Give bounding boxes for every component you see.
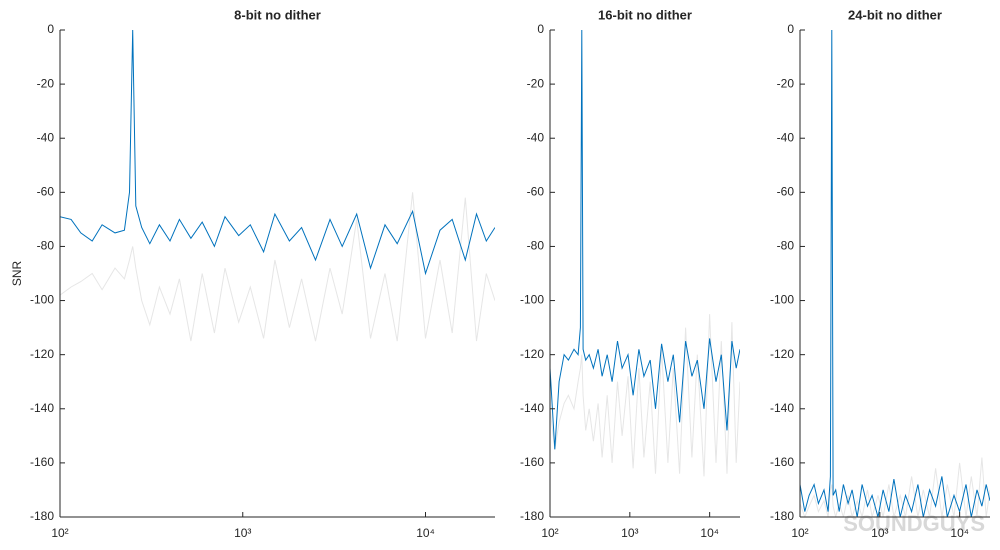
chart-title: 16-bit no dither (598, 7, 692, 22)
y-tick-label: -100 (30, 293, 54, 307)
x-tick-label: 10⁴ (950, 526, 969, 540)
x-tick-label: 10³ (234, 526, 251, 540)
series-line (550, 30, 740, 450)
y-tick-label: -20 (37, 76, 55, 90)
y-tick-label: -80 (777, 239, 795, 253)
y-tick-label: -140 (30, 401, 54, 415)
y-tick-label: -160 (30, 455, 54, 469)
y-tick-label: -140 (770, 401, 794, 415)
y-tick-label: 0 (537, 22, 544, 36)
plot-area (60, 30, 495, 342)
y-tick-label: -20 (527, 76, 545, 90)
y-tick-label: -60 (777, 185, 795, 199)
x-tick-label: 10² (791, 526, 808, 540)
x-tick-label: 10³ (621, 526, 638, 540)
x-tick-label: 10⁴ (700, 526, 719, 540)
series-line (60, 192, 495, 342)
chart-title: 8-bit no dither (234, 7, 321, 22)
y-axis-label: SNR (10, 261, 24, 287)
y-tick-label: -80 (527, 239, 545, 253)
y-tick-label: -140 (520, 401, 544, 415)
y-tick-label: -180 (770, 509, 794, 523)
y-tick-label: -160 (520, 455, 544, 469)
x-tick-label: 10² (51, 526, 68, 540)
series-line (60, 30, 495, 276)
x-tick-label: 10⁴ (416, 526, 435, 540)
x-tick-label: 10³ (871, 526, 888, 540)
y-tick-label: -180 (520, 509, 544, 523)
chart-title: 24-bit no dither (848, 7, 942, 22)
y-tick-label: -160 (770, 455, 794, 469)
series-line (550, 314, 740, 477)
y-tick-label: -100 (520, 293, 544, 307)
y-tick-label: -40 (777, 130, 795, 144)
y-tick-label: -120 (770, 347, 794, 361)
y-tick-label: -80 (37, 239, 55, 253)
series-line (800, 457, 990, 517)
x-tick-label: 10² (541, 526, 558, 540)
y-tick-label: -40 (37, 130, 55, 144)
y-tick-label: -60 (527, 185, 545, 199)
watermark: SOUNDGUYS (843, 511, 985, 536)
y-tick-label: 0 (47, 22, 54, 36)
y-tick-label: -100 (770, 293, 794, 307)
y-tick-label: -120 (520, 347, 544, 361)
y-tick-label: -20 (777, 76, 795, 90)
y-tick-label: -60 (37, 185, 55, 199)
plot-area (800, 30, 990, 517)
y-tick-label: -120 (30, 347, 54, 361)
y-tick-label: -180 (30, 509, 54, 523)
plot-area (550, 30, 740, 477)
y-tick-label: 0 (787, 22, 794, 36)
y-tick-label: -40 (527, 130, 545, 144)
series-line (800, 30, 990, 517)
